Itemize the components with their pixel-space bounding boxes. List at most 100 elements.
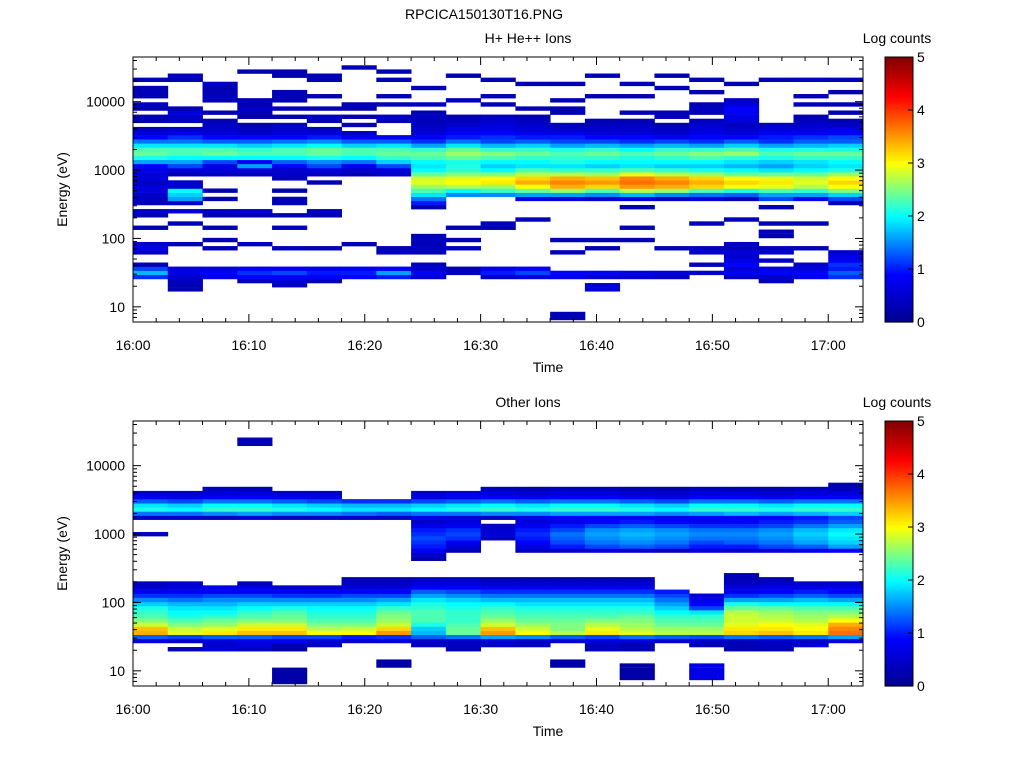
heatmap-cell <box>550 601 586 607</box>
heatmap-cell <box>237 585 273 590</box>
heatmap-cell <box>272 642 308 648</box>
heatmap-cell <box>133 638 169 644</box>
heatmap-cell <box>237 511 273 516</box>
heatmap-cell <box>758 122 794 128</box>
heatmap-cell <box>306 614 342 619</box>
heatmap-cell <box>411 126 447 132</box>
colorbar-swatch <box>885 524 913 528</box>
heatmap-cell <box>202 98 238 103</box>
colorbar-swatch <box>885 480 913 484</box>
heatmap-cell <box>584 511 621 516</box>
heatmap-cell <box>272 626 308 631</box>
heatmap-cell <box>411 519 447 525</box>
colorbar-swatch <box>885 288 913 292</box>
heatmap-cell <box>376 618 412 623</box>
heatmap-cell <box>202 151 238 156</box>
heatmap-cell <box>689 618 725 623</box>
heatmap-cell <box>758 622 794 627</box>
heatmap-cell <box>376 622 412 627</box>
heatmap-cell <box>445 188 482 193</box>
heatmap-cell <box>584 118 621 124</box>
heatmap-cell <box>584 577 621 582</box>
heatmap-cell <box>306 151 342 156</box>
heatmap-cell <box>689 642 725 648</box>
colorbar-frame <box>884 420 914 687</box>
colorbar-swatch <box>885 240 913 244</box>
colorbar-swatch <box>885 202 913 206</box>
heatmap-cell <box>758 577 794 582</box>
heatmap-cell <box>584 155 621 161</box>
heatmap-cell <box>133 593 169 598</box>
colorbar-swatch <box>885 235 913 239</box>
colorbar-tick-label: 3 <box>917 155 925 171</box>
heatmap-cell <box>515 131 551 136</box>
heatmap-cell <box>411 147 447 152</box>
colorbar-swatch <box>885 260 913 263</box>
heatmap-cell <box>584 143 621 148</box>
heatmap-cell <box>341 270 377 276</box>
heatmap-cell <box>167 241 203 247</box>
heatmap-cell <box>550 311 586 317</box>
colorbar-swatch <box>885 546 913 550</box>
heatmap-cell <box>550 192 586 197</box>
heatmap-cell <box>167 581 203 586</box>
heatmap-cell <box>306 593 342 598</box>
colorbar-swatch <box>885 482 913 486</box>
colorbar-swatch <box>885 637 913 641</box>
colorbar-swatch <box>885 189 913 193</box>
colorbar-swatch <box>885 677 913 680</box>
heatmap-cell <box>584 184 621 189</box>
heatmap-cell <box>272 614 308 619</box>
heatmap-cell <box>306 642 342 648</box>
heatmap-cell <box>376 147 412 152</box>
heatmap-cell <box>133 114 169 119</box>
heatmap-cell <box>550 188 586 193</box>
heatmap-cell <box>376 601 412 607</box>
heatmap-cell <box>619 548 655 553</box>
heatmap-cell <box>515 589 551 594</box>
heatmap-cell <box>202 499 238 504</box>
heatmap-cell <box>584 622 621 627</box>
heatmap-cell <box>272 490 308 496</box>
heatmap-cell <box>376 638 412 644</box>
heatmap-cell <box>654 155 690 161</box>
heatmap-cell <box>758 188 794 193</box>
heatmap-cell <box>272 495 308 500</box>
heatmap-cell <box>411 155 447 161</box>
heatmap-cell <box>411 601 447 607</box>
heatmap-cell <box>828 614 864 619</box>
colorbar-swatch <box>885 176 913 180</box>
colorbar-swatch <box>885 557 913 561</box>
colorbar-swatch <box>885 668 913 672</box>
heatmap-cell <box>689 495 725 500</box>
colorbar-swatch <box>885 70 913 74</box>
heatmap-cell <box>654 167 690 173</box>
heatmap-cell <box>237 441 273 447</box>
heatmap-cell <box>793 151 829 156</box>
heatmap-cell <box>723 159 760 165</box>
heatmap-cell <box>133 196 169 202</box>
heatmap-cell <box>167 139 203 144</box>
heatmap-cell <box>689 499 725 504</box>
heatmap-cell <box>758 151 794 156</box>
heatmap-cell <box>654 176 690 181</box>
heatmap-cell <box>237 135 273 140</box>
heatmap-cell <box>584 515 621 520</box>
heatmap-cell <box>445 143 482 148</box>
heatmap-cell <box>654 626 690 631</box>
colorbar-swatch <box>885 319 913 323</box>
heatmap-cell <box>480 597 516 603</box>
heatmap-cell <box>306 209 342 214</box>
heatmap-cell <box>723 114 760 119</box>
heatmap-cell <box>550 135 586 140</box>
colorbar-swatch <box>885 538 913 541</box>
heatmap-cell <box>619 671 655 676</box>
y-tick-label: 100 <box>102 230 126 246</box>
colorbar-swatch <box>885 562 913 566</box>
heatmap-cell <box>411 593 447 598</box>
heatmap-cell <box>515 184 551 189</box>
heatmap-cell <box>828 143 864 148</box>
heatmap-cell <box>411 180 447 185</box>
heatmap-cell <box>654 139 690 144</box>
